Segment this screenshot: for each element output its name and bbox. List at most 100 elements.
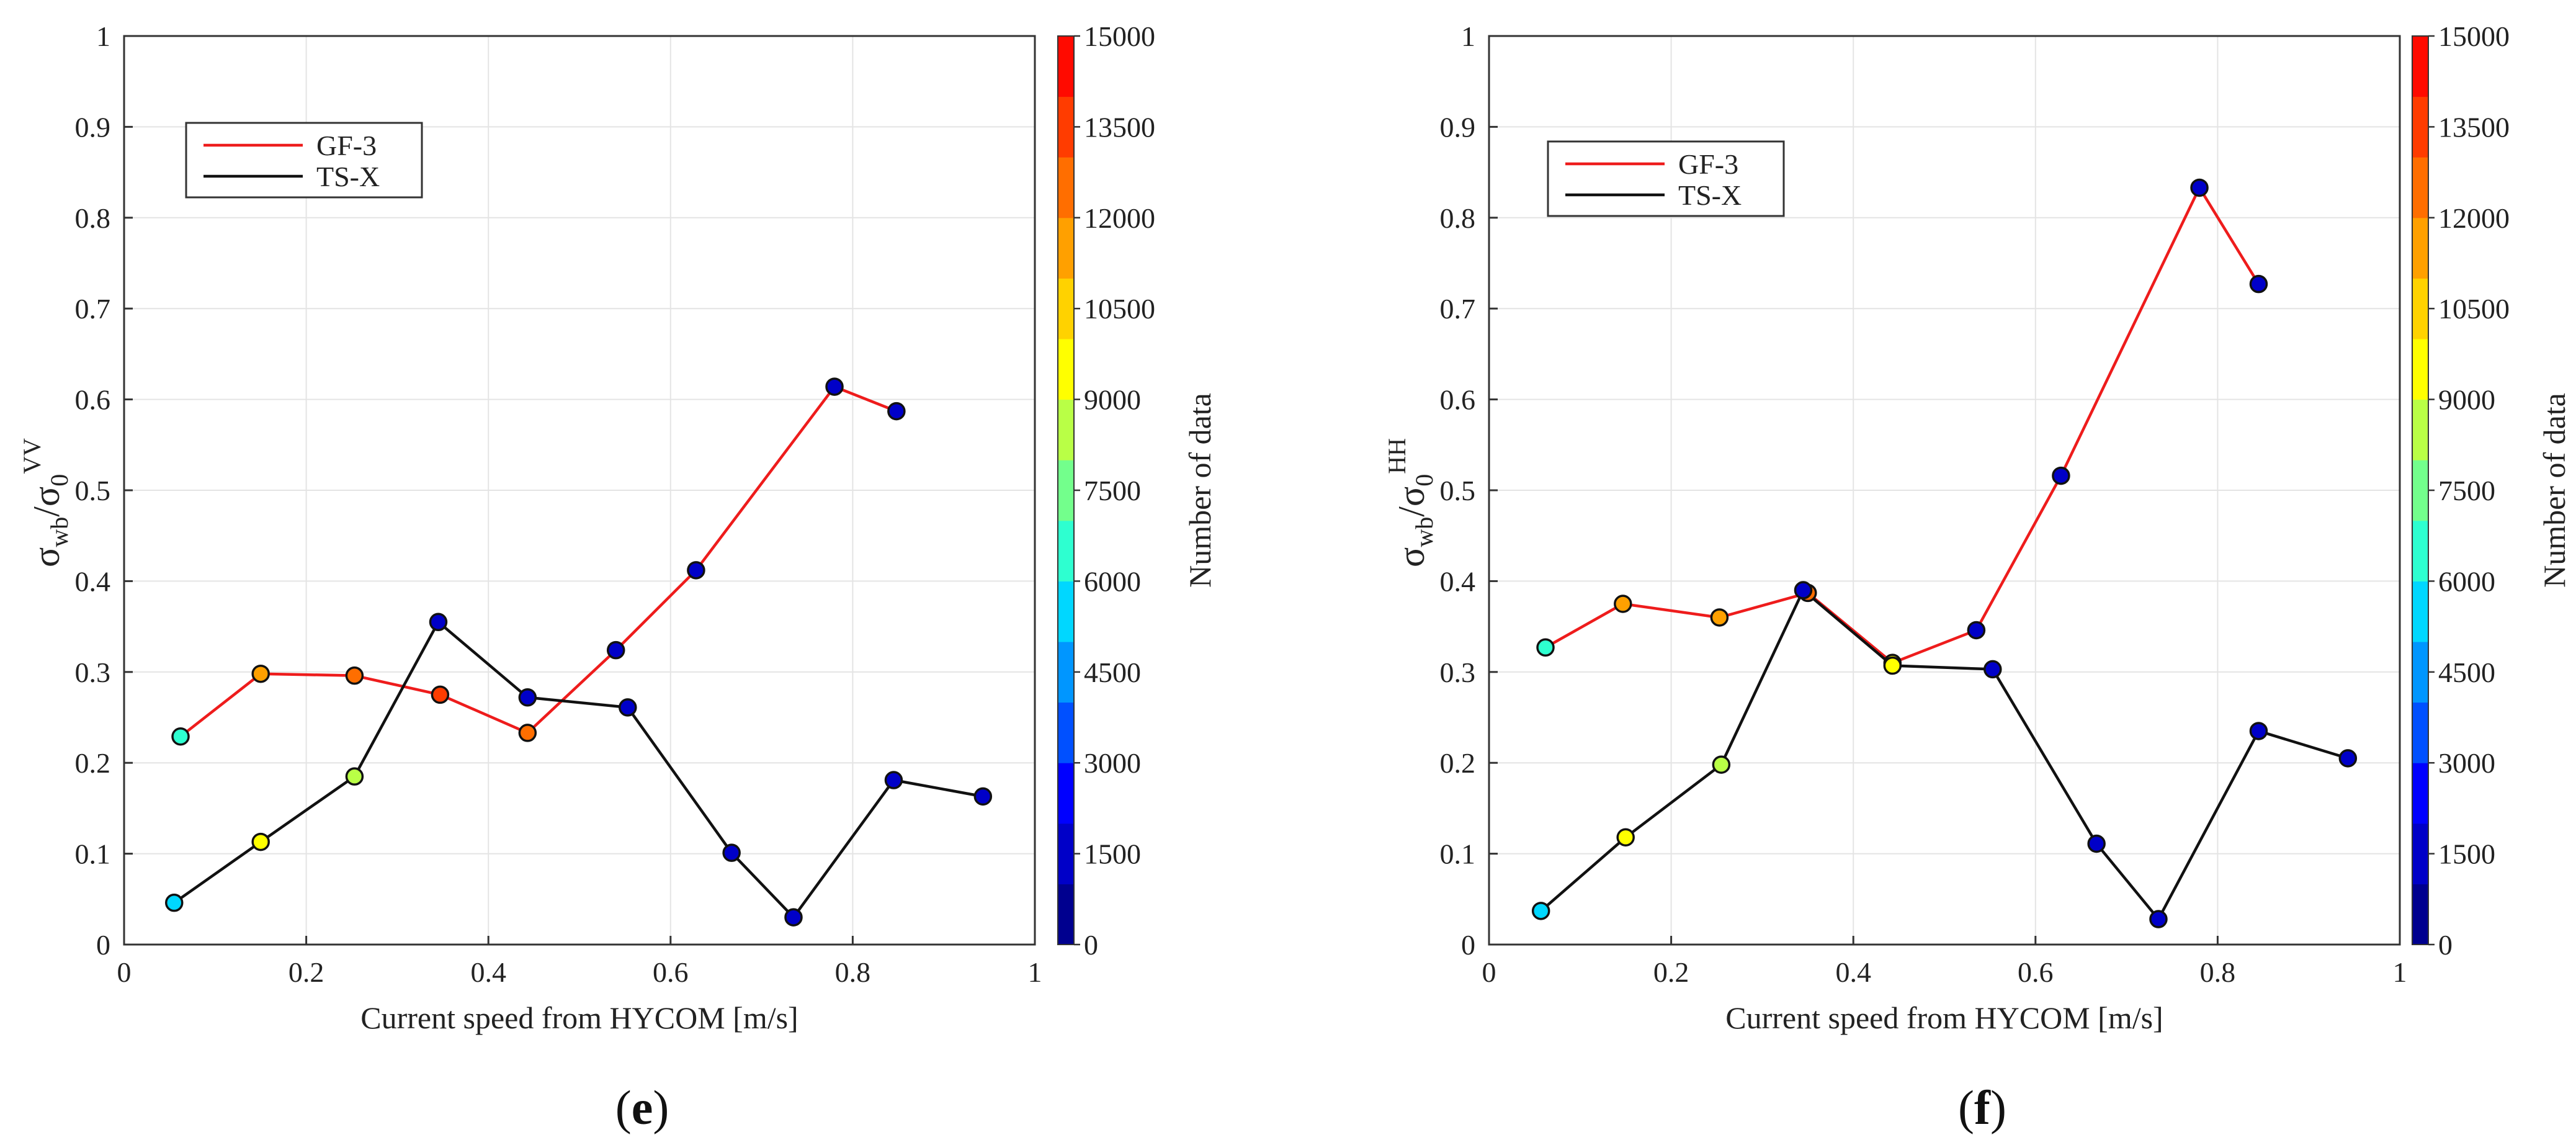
- colorbar-segment: [2412, 642, 2428, 703]
- colorbar-segment: [2412, 823, 2428, 884]
- colorbar-segment: [1058, 217, 1074, 279]
- x-tick-label: 0.2: [1653, 956, 1689, 988]
- data-point-ts-x: [973, 787, 993, 806]
- x-tick-label: 0.8: [835, 956, 871, 988]
- data-point-ts-x: [251, 832, 270, 851]
- colorbar-segment: [2412, 278, 2428, 339]
- x-tick-label: 0.8: [2200, 956, 2236, 988]
- y-tick-label: 0.2: [75, 747, 111, 779]
- colorbar-tick-label: 4500: [2438, 657, 2495, 688]
- legend-entry-ts-x: TS-X: [316, 161, 380, 192]
- panel-label-f: (f): [1958, 1080, 2006, 1134]
- data-point-ts-x: [164, 893, 184, 912]
- x-tick-label: 1: [2393, 956, 2407, 988]
- colorbar-tick-label: 10500: [2438, 293, 2510, 325]
- data-point-gf-3: [1710, 608, 1729, 627]
- colorbar-segment: [1058, 702, 1074, 763]
- data-point-gf-3: [1536, 638, 1555, 657]
- colorbar-tick-label: 3000: [2438, 747, 2495, 779]
- x-tick-label: 0.6: [653, 956, 689, 988]
- colorbar-segment: [2412, 520, 2428, 581]
- legend-box: [1547, 140, 1785, 217]
- y-tick-label: 0: [96, 929, 110, 961]
- colorbar-tick-label: 7500: [2438, 475, 2495, 506]
- colorbar-segment: [1058, 278, 1074, 339]
- colorbar-segment: [2412, 884, 2428, 945]
- colorbar-segment: [2412, 96, 2428, 158]
- colorbar-segment: [1058, 520, 1074, 581]
- colorbar-tick-label: 0: [2438, 929, 2453, 961]
- x-tick-label: 0: [1482, 956, 1496, 988]
- colorbar-segment: [2412, 460, 2428, 521]
- x-tick-label: 0.4: [470, 956, 506, 988]
- colorbar-tick-label: 15000: [1084, 20, 1155, 52]
- colorbar-tick-label: 7500: [1084, 475, 1141, 506]
- plot-frame: [123, 35, 1036, 946]
- y-tick-label: 0.5: [1440, 475, 1476, 506]
- data-point-ts-x: [2149, 910, 2168, 928]
- y-tick-label: 0.6: [1440, 384, 1476, 416]
- data-point-gf-3: [431, 685, 450, 704]
- y-axis-label: σwb/σ0VV: [18, 438, 73, 567]
- series-line-ts-x: [173, 621, 983, 919]
- y-tick-label: 0.2: [1440, 747, 1476, 779]
- colorbar-segment: [2412, 763, 2428, 824]
- data-point-ts-x: [1883, 656, 1902, 675]
- y-tick-label: 0.1: [1440, 838, 1476, 870]
- data-point-ts-x: [429, 613, 448, 632]
- colorbar-segment: [1058, 339, 1074, 400]
- colorbar-tick-label: 6000: [1084, 565, 1141, 597]
- y-tick-label: 0.3: [75, 657, 111, 688]
- colorbar-segment: [2412, 581, 2428, 642]
- legend-box: [185, 122, 423, 199]
- colorbar-tick-label: 1500: [2438, 838, 2495, 870]
- colorbar-tick-label: 13500: [2438, 111, 2510, 143]
- colorbar-label: Number of data: [1183, 393, 1217, 588]
- data-point-ts-x: [1794, 581, 1813, 599]
- colorbar-segment: [1058, 96, 1074, 158]
- colorbar: 0 1500 3000 4500 6000 7500 9000 10500 12000 13500…: [2412, 20, 2572, 961]
- legend-entry-gf-3: GF-3: [316, 130, 377, 161]
- y-tick-label: 0: [1461, 929, 1475, 961]
- x-tick-label: 0.2: [288, 956, 324, 988]
- data-point-ts-x: [884, 771, 903, 789]
- x-tick-label: 0.6: [2018, 956, 2054, 988]
- x-axis-label: Current speed from HYCOM [m/s]: [1725, 1000, 2163, 1035]
- data-point-gf-3: [251, 664, 270, 683]
- data-point-gf-3: [1614, 595, 1632, 613]
- colorbar-segment: [1058, 399, 1074, 460]
- colorbar-segment: [2412, 36, 2428, 97]
- data-point-gf-3: [2190, 178, 2209, 197]
- legend-entry-gf-3: GF-3: [1678, 148, 1738, 180]
- colorbar-tick-label: 15000: [2438, 20, 2510, 52]
- y-tick-label: 0.9: [1440, 111, 1476, 143]
- data-point-gf-3: [518, 724, 537, 742]
- colorbar-segment: [1058, 581, 1074, 642]
- colorbar-tick-label: 0: [1084, 929, 1098, 961]
- colorbar-segment: [2412, 157, 2428, 218]
- colorbar-segment: [2412, 702, 2428, 763]
- x-tick-label: 0: [117, 956, 132, 988]
- data-point-ts-x: [2087, 834, 2106, 853]
- colorbar-segment: [1058, 823, 1074, 884]
- legend-entry-ts-x: TS-X: [1678, 179, 1742, 211]
- legend: GF-3TS-X: [1547, 140, 1785, 217]
- y-tick-label: 0.8: [75, 202, 111, 234]
- data-point-gf-3: [687, 561, 705, 580]
- y-tick-label: 0.8: [1440, 202, 1476, 234]
- chart-panel-e: 0 0.2 0.4 0.6 0.8 1 0 0.1 0.2 0.3 0.4 0.5 0.6 0.7 0.8 0…: [18, 20, 1217, 1035]
- colorbar-tick-label: 12000: [2438, 202, 2510, 234]
- y-tick-label: 0.7: [1440, 293, 1476, 325]
- colorbar-segment: [1058, 642, 1074, 703]
- data-point-gf-3: [2249, 274, 2268, 294]
- x-axis-label: Current speed from HYCOM [m/s]: [360, 1000, 798, 1035]
- chart-panel-f: 0 0.2 0.4 0.6 0.8 100.10.20.30.40.50.60.70.80…: [1383, 20, 2572, 1035]
- colorbar-segment: [1058, 460, 1074, 521]
- y-tick-label: 0.5: [75, 475, 111, 506]
- colorbar-segment: [2412, 399, 2428, 460]
- colorbar-tick-label: 10500: [1084, 293, 1155, 325]
- data-point-ts-x: [784, 908, 803, 927]
- data-point-ts-x: [1712, 755, 1731, 774]
- data-point-gf-3: [2052, 466, 2070, 485]
